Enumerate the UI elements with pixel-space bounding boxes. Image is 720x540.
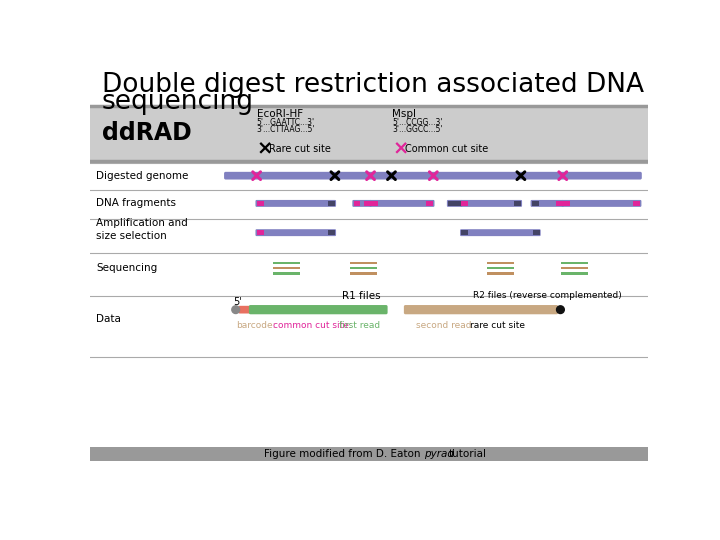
FancyBboxPatch shape [460, 200, 522, 207]
Bar [328, 231, 335, 235]
Bar [256, 201, 264, 206]
Text: Sequencing: Sequencing [96, 263, 158, 273]
Bar [462, 231, 468, 235]
Text: Rare cut site: Rare cut site [269, 144, 331, 154]
Bar [328, 201, 335, 206]
Text: ddRAD: ddRAD [102, 122, 192, 145]
Text: EcoRI-HF: EcoRI-HF [256, 109, 302, 119]
FancyBboxPatch shape [447, 200, 462, 207]
Text: second read:: second read: [415, 321, 474, 330]
FancyBboxPatch shape [531, 200, 564, 207]
Bar [272, 267, 300, 269]
FancyBboxPatch shape [404, 305, 558, 314]
Bar [532, 201, 539, 206]
Bar [350, 272, 377, 275]
FancyBboxPatch shape [460, 229, 541, 236]
Bar [533, 231, 539, 235]
Text: Amplification and
size selection: Amplification and size selection [96, 218, 188, 241]
Text: Figure modified from D. Eaton: Figure modified from D. Eaton [264, 449, 423, 460]
Circle shape [557, 306, 564, 314]
FancyBboxPatch shape [352, 200, 372, 207]
Text: 5'...CCGG...3': 5'...CCGG...3' [392, 118, 443, 127]
Text: Data: Data [96, 314, 121, 324]
Bar [462, 201, 468, 206]
Text: barcode:: barcode: [235, 321, 275, 330]
Bar [561, 272, 588, 275]
Bar [90, 448, 648, 461]
Text: 3'...GGCC...5': 3'...GGCC...5' [392, 125, 443, 134]
FancyBboxPatch shape [249, 305, 387, 314]
Bar [487, 261, 514, 264]
Text: common cut site:: common cut site: [273, 321, 351, 330]
Bar [556, 201, 563, 206]
Bar [364, 201, 371, 206]
Text: 5'...GAATTC...3': 5'...GAATTC...3' [256, 118, 315, 127]
Text: 3'...CTTAAG...5': 3'...CTTAAG...5' [256, 125, 315, 134]
Bar [563, 201, 570, 206]
Bar [514, 201, 521, 206]
FancyBboxPatch shape [224, 172, 642, 179]
Bar [454, 201, 462, 206]
Bar [487, 267, 514, 269]
FancyBboxPatch shape [256, 200, 336, 207]
Text: R1 files: R1 files [342, 291, 381, 301]
Text: Digested genome: Digested genome [96, 171, 189, 181]
Text: R2 files (reverse complemented): R2 files (reverse complemented) [473, 291, 621, 300]
Bar [371, 201, 377, 206]
Bar [426, 201, 433, 206]
Text: Double digest restriction associated DNA: Double digest restriction associated DNA [102, 72, 644, 98]
FancyBboxPatch shape [256, 229, 336, 236]
Bar [272, 272, 300, 275]
FancyBboxPatch shape [239, 306, 251, 314]
Bar [90, 106, 648, 161]
Text: tutorial: tutorial [449, 449, 487, 460]
Text: rare cut site: rare cut site [469, 321, 525, 330]
Bar [256, 231, 264, 235]
Text: Common cut site: Common cut site [405, 144, 488, 154]
FancyBboxPatch shape [562, 200, 642, 207]
Bar [354, 201, 361, 206]
Bar [561, 267, 588, 269]
Bar [350, 267, 377, 269]
Text: first read: first read [339, 321, 380, 330]
Bar [350, 261, 377, 264]
Text: ×: × [256, 139, 273, 158]
Text: MspI: MspI [392, 109, 416, 119]
Bar [634, 201, 640, 206]
Text: DNA fragments: DNA fragments [96, 198, 176, 208]
Text: ×: × [392, 139, 409, 158]
Bar [561, 261, 588, 264]
Bar [448, 201, 455, 206]
FancyBboxPatch shape [369, 200, 434, 207]
Text: 5': 5' [233, 297, 242, 307]
Circle shape [232, 306, 240, 314]
Text: sequencing: sequencing [102, 90, 253, 116]
Bar [487, 272, 514, 275]
Bar [272, 261, 300, 264]
Text: pyrad: pyrad [424, 449, 454, 460]
